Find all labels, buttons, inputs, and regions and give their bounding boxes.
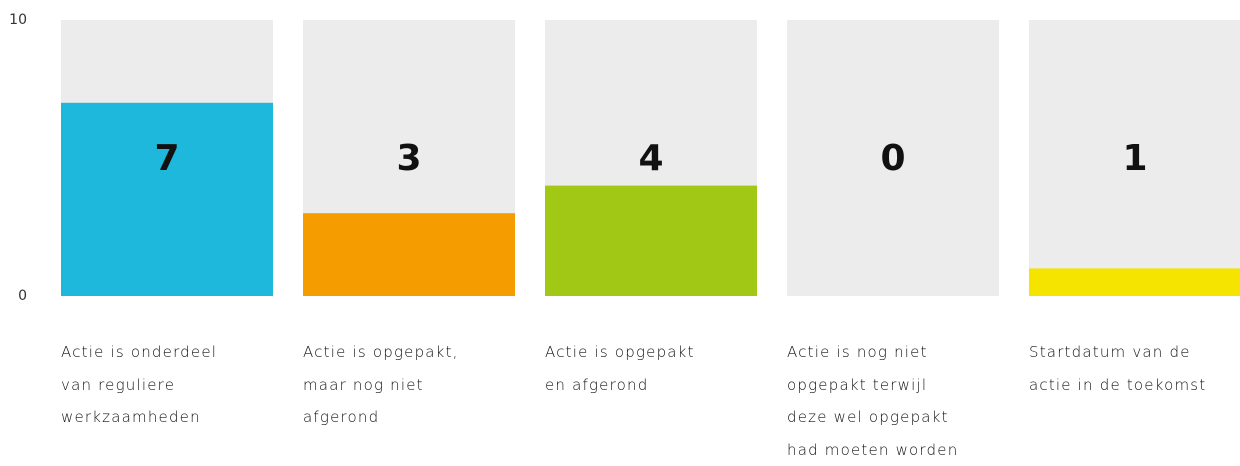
category-label: Actie is opgepakt en afgerond bbox=[545, 343, 695, 394]
value-label: 7 bbox=[154, 138, 179, 179]
bar bbox=[1029, 268, 1240, 296]
category-label: Startdatum van de actie in de toekomst bbox=[1029, 343, 1207, 394]
category-label: Actie is onderdeel van reguliere werkzaa… bbox=[61, 343, 218, 426]
value-label: 0 bbox=[880, 138, 905, 179]
bar bbox=[545, 185, 757, 296]
bar bbox=[303, 213, 515, 296]
value-label: 3 bbox=[396, 138, 421, 179]
bar-background bbox=[787, 20, 999, 296]
category-label: Actie is nog niet opgepakt terwijl deze … bbox=[787, 343, 959, 459]
plot: 0 10 7 3 4 0 1 bbox=[9, 12, 1240, 304]
category-label: Actie is opgepakt, maar nog niet afgeron… bbox=[303, 343, 459, 426]
y-tick-label: 0 bbox=[18, 288, 27, 304]
bar bbox=[61, 102, 273, 296]
bar-background bbox=[1029, 20, 1240, 296]
y-tick-label: 10 bbox=[9, 12, 27, 28]
value-label: 1 bbox=[1122, 138, 1147, 179]
value-label: 4 bbox=[638, 138, 663, 179]
